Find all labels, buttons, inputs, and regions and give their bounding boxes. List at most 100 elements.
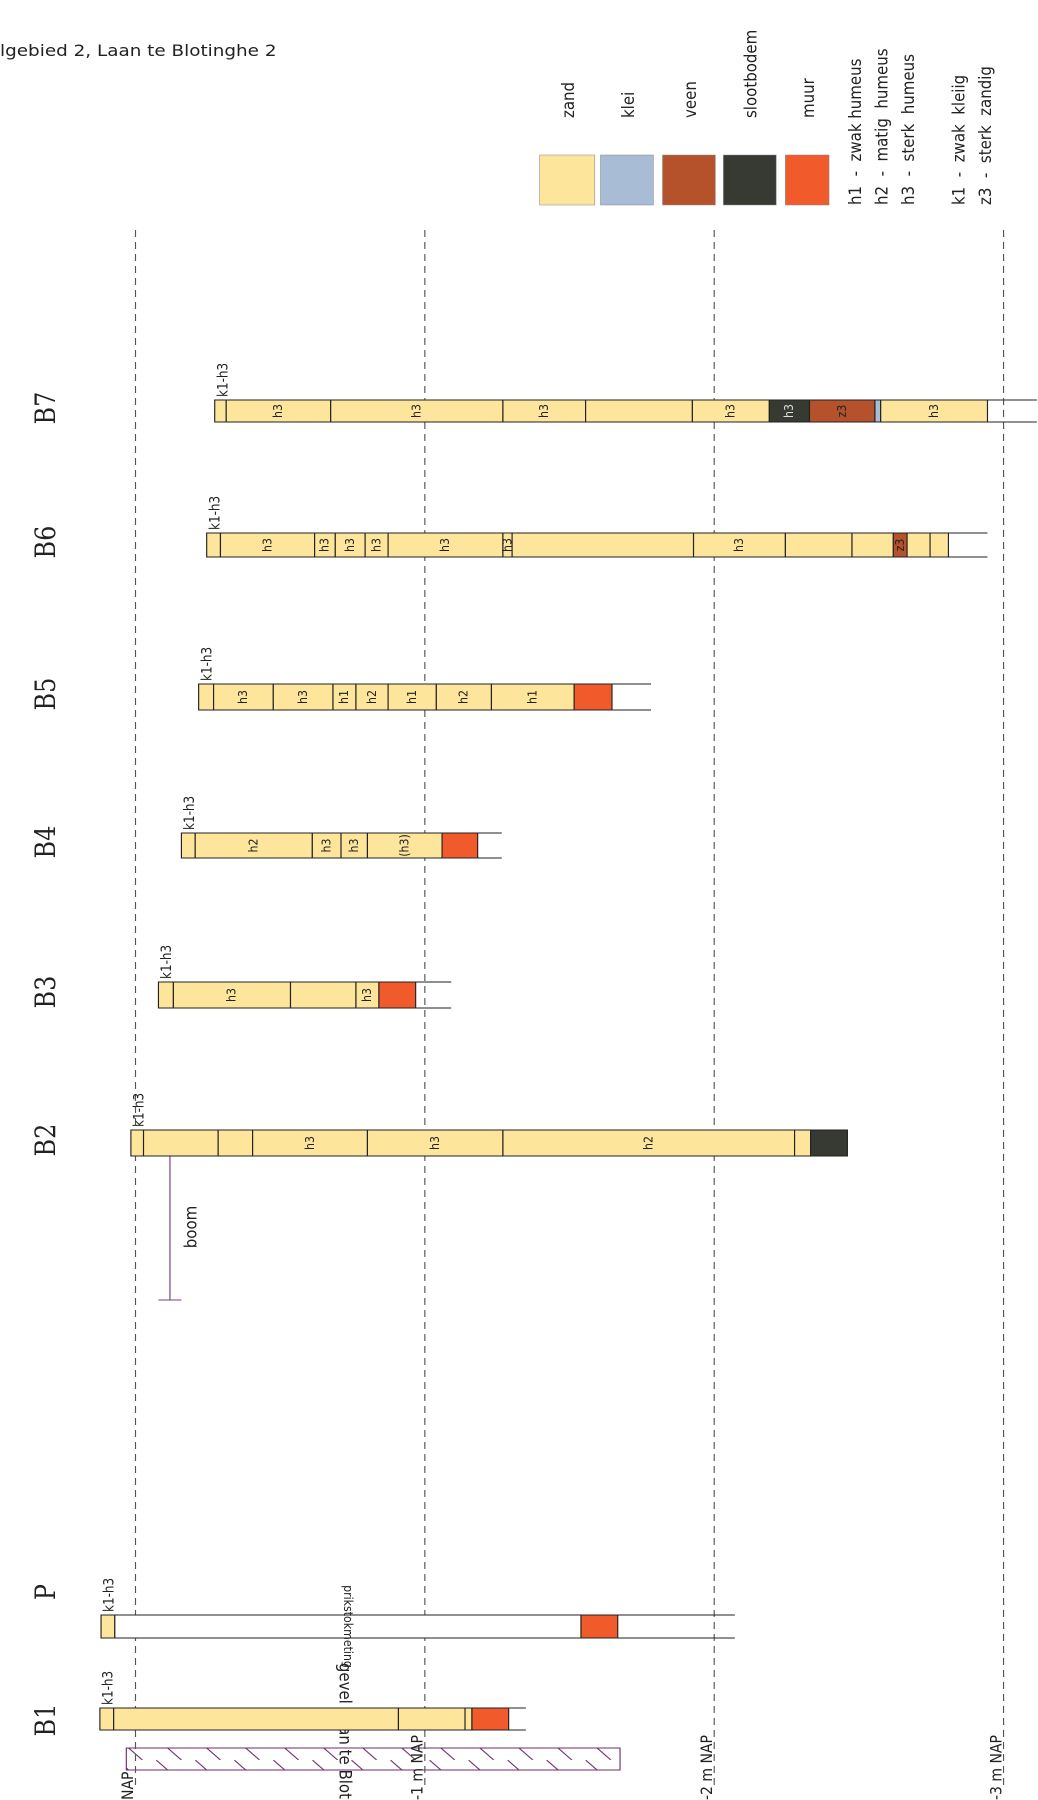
segment <box>585 399 693 423</box>
segment-label: h3 <box>427 1136 442 1150</box>
segment-label: h2 <box>364 690 379 704</box>
segment <box>794 1129 812 1157</box>
segment-label: h2 <box>641 1136 656 1150</box>
top-label: k1-h3 <box>200 647 216 681</box>
legend-label: slootbodem <box>741 30 761 118</box>
segment-label: h1 <box>525 690 540 704</box>
segment-label: h3 <box>409 404 424 418</box>
segment <box>810 1129 848 1157</box>
segment <box>435 683 493 711</box>
segment-label: h3 <box>260 538 275 552</box>
segment <box>906 532 931 558</box>
legend-swatch <box>785 154 830 206</box>
top-label: k1-h3 <box>159 945 175 979</box>
segment <box>784 532 853 558</box>
segment <box>397 1707 466 1731</box>
segment <box>387 532 504 558</box>
segment-label: h3 <box>342 538 357 552</box>
segment <box>142 1129 219 1157</box>
segment-label: h3 <box>723 404 738 418</box>
segment-label: h3 <box>224 988 239 1002</box>
segment-label: z3 <box>892 539 907 552</box>
segment <box>366 1129 504 1157</box>
boom-label: boom <box>181 1206 201 1248</box>
legend-code: z3 - sterk zandig <box>975 66 995 205</box>
legend-code: h3 - sterk humeus <box>898 54 918 205</box>
legend-swatch <box>539 154 596 206</box>
level-label: NAP <box>118 1772 137 1800</box>
segment-label: h3 <box>317 538 332 552</box>
title: lgebied 2, Laan te Blotinghe 2 <box>0 42 276 61</box>
segment-label: h3 <box>319 839 334 853</box>
legend-label: zand <box>558 82 578 118</box>
segment <box>387 683 437 711</box>
segment-label: h3 <box>781 404 796 418</box>
segment <box>573 683 613 711</box>
top-label: k1-h3 <box>182 796 198 830</box>
segment <box>206 532 222 558</box>
legend-label: muur <box>798 78 818 118</box>
segment <box>252 1129 369 1157</box>
segment-label: h3 <box>731 538 746 552</box>
segment <box>217 1129 254 1157</box>
segment <box>851 532 894 558</box>
boring-name: B4 <box>31 826 63 859</box>
segment-label: h3 <box>359 988 374 1002</box>
segment <box>929 532 950 558</box>
segment-label: z3 <box>834 405 849 418</box>
segment <box>378 981 417 1009</box>
segment <box>464 1707 473 1731</box>
top-label: k1-h3 <box>208 496 224 530</box>
boring-name: B5 <box>31 678 63 711</box>
legend-label: klei <box>618 92 638 118</box>
segment-label: h3 <box>295 690 310 704</box>
segment-label: h3 <box>536 404 551 418</box>
segment-label: h3 <box>302 1136 317 1150</box>
legend-code: h2 - matig humeus <box>872 48 892 205</box>
boring-name: B3 <box>31 976 63 1009</box>
legend-swatch <box>662 154 716 206</box>
boring-name: B7 <box>31 392 63 425</box>
legend-swatch <box>723 154 777 206</box>
level-label: -2 m NAP <box>697 1735 716 1800</box>
boring-name: B2 <box>31 1124 63 1157</box>
segment-label: h1 <box>336 690 351 704</box>
segment <box>289 981 357 1009</box>
segment <box>214 399 227 423</box>
segment <box>511 532 695 558</box>
segment <box>212 683 274 711</box>
segment <box>157 981 174 1009</box>
segment <box>113 1707 400 1731</box>
segment <box>880 399 989 423</box>
top-label: k1-h3 <box>101 1671 117 1705</box>
boring-name: B1 <box>31 1704 63 1737</box>
top-label: k1-h3 <box>132 1093 148 1127</box>
segment-label: h3 <box>438 538 453 552</box>
boring-name: B6 <box>31 526 63 559</box>
segment-label: h3 <box>235 690 250 704</box>
segment-label: h1 <box>404 690 419 704</box>
gevel-label: gevel Laan te Blotinghe 2 <box>335 1663 355 1800</box>
segment-label: h3 <box>369 538 384 552</box>
segment <box>692 532 786 558</box>
segment-label: h3 <box>346 839 361 853</box>
segment <box>172 981 292 1009</box>
segment <box>471 1707 510 1731</box>
legend-code: h1 - zwak humeus <box>845 59 865 205</box>
gevel-box <box>125 1747 621 1771</box>
legend-label: veen <box>680 81 700 118</box>
segment-label: h3 <box>270 404 285 418</box>
segment-label: prikstokmeting <box>341 1585 356 1668</box>
segment <box>441 832 479 859</box>
level-label: -1 m NAP <box>408 1735 427 1800</box>
segment <box>180 832 196 859</box>
segment <box>198 683 215 711</box>
top-label: k1-h3 <box>102 1578 118 1612</box>
legend-swatch <box>600 154 654 206</box>
segment <box>874 399 882 423</box>
segment <box>340 832 369 859</box>
segment-label: h2 <box>456 690 471 704</box>
segment-label: h2 <box>246 839 261 853</box>
segment-label: (h3) <box>397 834 412 857</box>
segment-label: h3 <box>500 538 515 552</box>
